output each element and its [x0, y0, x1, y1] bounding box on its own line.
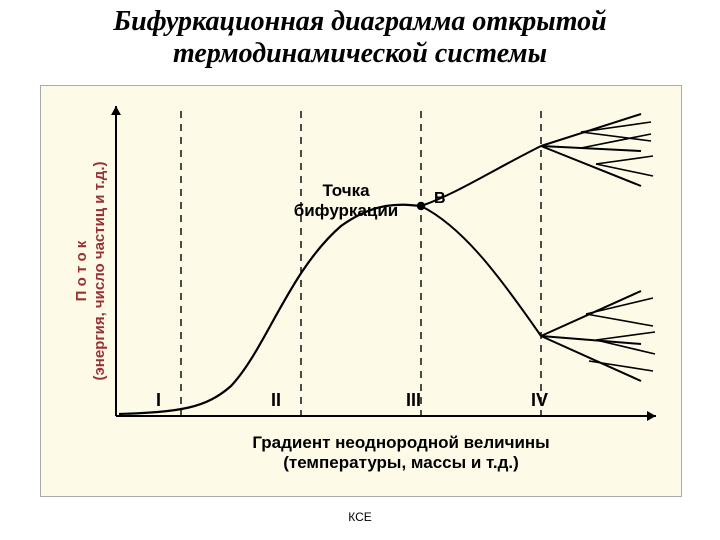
region-label: IV: [531, 390, 548, 410]
branch: [421, 206, 541, 336]
bifurcation-diagram: BТочкабифуркацииIIIIIIIVГрадиент неоднор…: [40, 85, 682, 497]
branch-twig: [596, 156, 653, 164]
x-axis-label: Градиент неоднородной величины: [252, 433, 549, 452]
main-curve: [119, 205, 421, 414]
page-title: Бифуркационная диаграмма открытой термод…: [0, 6, 720, 70]
bifurcation-label: бифуркации: [294, 201, 399, 220]
y-axis-label: (энергия, число частиц и т.д.): [91, 162, 108, 381]
y-axis-arrow: [111, 106, 121, 115]
bifurcation-label: Точка: [322, 181, 370, 200]
title-line-2: термодинамической системы: [173, 38, 547, 69]
x-axis-label: (температуры, массы и т.д.): [283, 453, 519, 472]
region-label: II: [271, 390, 281, 410]
x-axis-arrow: [647, 411, 656, 421]
title-line-1: Бифуркационная диаграмма открытой: [113, 6, 606, 37]
branch-twig: [589, 361, 653, 371]
branch-twig: [596, 164, 653, 176]
bifurcation-point: [417, 202, 425, 210]
region-label: I: [156, 390, 161, 410]
footer-label: КСЕ: [0, 510, 720, 524]
branch-twig: [586, 314, 653, 326]
region-label: III: [406, 390, 421, 410]
branch: [541, 146, 641, 186]
diagram-svg: BТочкабифуркацииIIIIIIIVГрадиент неоднор…: [41, 86, 681, 496]
page: Бифуркационная диаграмма открытой термод…: [0, 0, 720, 540]
branch-twig: [596, 332, 655, 340]
y-axis-label: П о т о к: [73, 240, 90, 301]
point-b-label: B: [434, 190, 446, 207]
branch-twig: [581, 122, 651, 132]
